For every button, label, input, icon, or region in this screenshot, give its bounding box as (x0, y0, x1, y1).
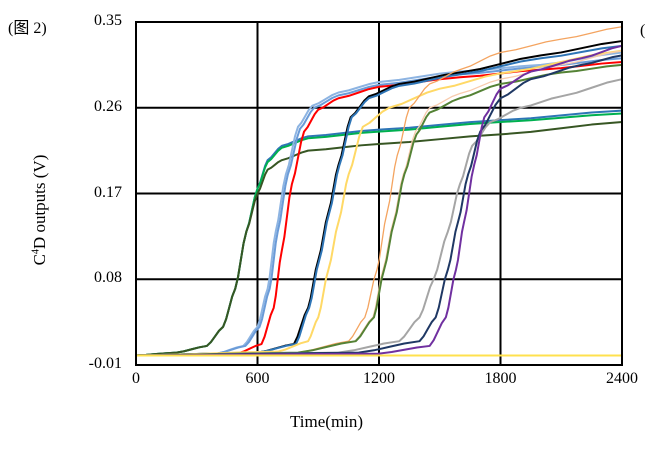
series-line-gray (135, 78, 623, 357)
series-line-olive-green (135, 63, 623, 357)
series-line-steel-blue (135, 44, 623, 357)
y-tick-label: 0.17 (94, 183, 122, 201)
y-label-superscript: 4 (30, 249, 42, 255)
plot-frame (135, 21, 623, 366)
x-tick-label: 1800 (484, 370, 517, 387)
series-line-red (135, 61, 623, 357)
y-label-main: C (30, 254, 49, 266)
y-axis-label: C4D outputs (V) (30, 130, 50, 290)
series-line-purple (135, 44, 623, 357)
y-label-rest: D outputs (V) (30, 154, 49, 250)
series-line-light-blue-1 (135, 51, 623, 357)
figure-label: (图 2) (8, 20, 47, 37)
y-tick-label: 0.08 (94, 269, 122, 287)
x-tick-label: 1200 (363, 370, 395, 387)
series-line-orange (135, 26, 623, 357)
series-line-navy (135, 54, 623, 357)
y-tick-label: 0.35 (94, 12, 122, 29)
x-tick-label: 0 (132, 370, 140, 387)
series-line-dark-green (135, 121, 623, 357)
series-lines (135, 26, 623, 357)
x-tick-label: 2400 (606, 370, 638, 387)
edge-label: ( (640, 22, 646, 39)
x-axis-label: Time(min) (290, 412, 364, 431)
y-tick-label: -0.01 (88, 355, 122, 372)
x-tick-label: 600 (245, 370, 270, 387)
series-line-yellow (135, 49, 623, 357)
y-tick-label: 0.26 (94, 97, 122, 115)
